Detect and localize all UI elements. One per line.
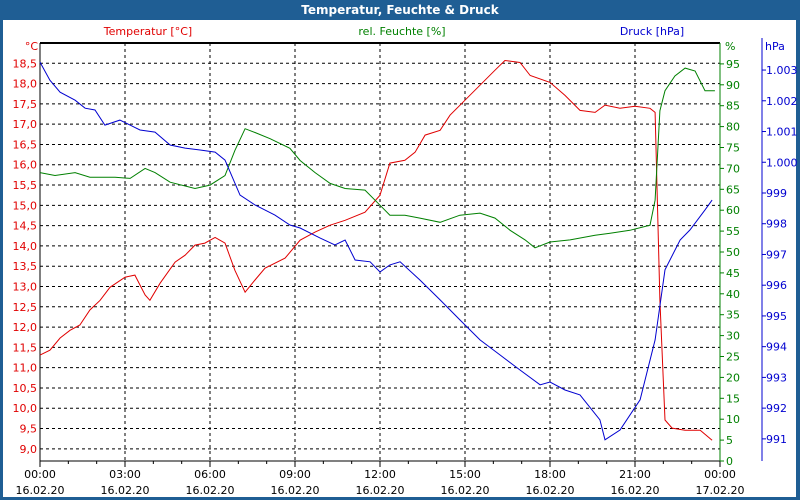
x-tick-time: 09:00 xyxy=(279,468,311,481)
pressure-tick-label: 991 xyxy=(766,433,787,446)
temp-tick-label: 12,5 xyxy=(13,301,38,314)
temp-unit-label: °C xyxy=(25,40,39,53)
x-tick-date: 17.02.20 xyxy=(696,484,745,497)
pressure-tick-label: 994 xyxy=(766,341,787,354)
temp-tick-label: 15,5 xyxy=(13,179,38,192)
pressure-tick-label: 999 xyxy=(766,187,787,200)
window-title: Temperatur, Feuchte & Druck xyxy=(301,3,499,17)
pressure-tick-label: 1.002 xyxy=(766,95,798,108)
x-tick-time: 21:00 xyxy=(619,468,651,481)
humidity-tick-label: 90 xyxy=(726,79,740,92)
humidity-tick-label: 80 xyxy=(726,121,740,134)
temp-tick-label: 10,0 xyxy=(13,402,38,415)
series-line-temp xyxy=(39,59,713,441)
temp-tick-label: 9,0 xyxy=(20,443,38,456)
pressure-tick-label: 1.001 xyxy=(766,126,798,139)
humidity-tick-label: 5 xyxy=(726,434,733,447)
pressure-tick-label: 997 xyxy=(766,248,787,261)
temp-tick-label: 18,0 xyxy=(13,78,38,91)
temp-tick-label: 11,5 xyxy=(13,341,38,354)
x-tick-time: 03:00 xyxy=(109,468,141,481)
humidity-tick-label: 55 xyxy=(726,225,740,238)
x-tick-date: 16.02.20 xyxy=(611,484,660,497)
temp-tick-label: 16,0 xyxy=(13,159,38,172)
temp-tick-label: 13,0 xyxy=(13,280,38,293)
pressure-tick-label: 1.000 xyxy=(766,156,798,169)
x-tick-date: 16.02.20 xyxy=(271,484,320,497)
temp-tick-label: 14,0 xyxy=(13,240,38,253)
humidity-tick-label: 35 xyxy=(726,309,740,322)
pressure-tick-label: 993 xyxy=(766,371,787,384)
humidity-tick-label: 0 xyxy=(726,455,733,468)
x-tick-time: 12:00 xyxy=(364,468,396,481)
x-tick-time: 18:00 xyxy=(534,468,566,481)
x-tick-date: 16.02.20 xyxy=(526,484,575,497)
humidity-tick-label: 30 xyxy=(726,330,740,343)
pressure-tick-label: 1.003 xyxy=(766,64,798,77)
humidity-tick-label: 60 xyxy=(726,204,740,217)
pressure-unit-label: hPa xyxy=(765,40,785,53)
humidity-tick-label: 70 xyxy=(726,162,740,175)
temp-tick-label: 15,0 xyxy=(13,199,38,212)
temp-tick-label: 9,5 xyxy=(20,423,38,436)
temp-tick-label: 11,0 xyxy=(13,362,38,375)
humidity-tick-label: 10 xyxy=(726,413,740,426)
x-tick-date: 16.02.20 xyxy=(356,484,405,497)
temp-tick-label: 16,5 xyxy=(13,138,38,151)
humidity-tick-label: 95 xyxy=(726,58,740,71)
chart-panel xyxy=(3,20,796,497)
humidity-tick-label: 25 xyxy=(726,351,740,364)
x-tick-time: 06:00 xyxy=(194,468,226,481)
x-tick-date: 16.02.20 xyxy=(16,484,65,497)
temp-tick-label: 17,5 xyxy=(13,98,38,111)
pressure-tick-label: 998 xyxy=(766,218,787,231)
x-tick-time: 00:00 xyxy=(704,468,736,481)
series-line-hum xyxy=(39,67,715,249)
temp-axis-title: Temperatur [°C] xyxy=(103,25,192,38)
pressure-tick-label: 992 xyxy=(766,402,787,415)
x-tick-date: 16.02.20 xyxy=(186,484,235,497)
x-tick-time: 00:00 xyxy=(24,468,56,481)
x-tick-date: 16.02.20 xyxy=(101,484,150,497)
x-tick-date: 16.02.20 xyxy=(441,484,490,497)
pressure-tick-label: 996 xyxy=(766,279,787,292)
humidity-tick-label: 65 xyxy=(726,183,740,196)
humidity-tick-label: 75 xyxy=(726,142,740,155)
temp-tick-label: 13,5 xyxy=(13,260,38,273)
humidity-unit-label: % xyxy=(725,40,735,53)
pressure-tick-label: 995 xyxy=(766,310,787,323)
humidity-tick-label: 85 xyxy=(726,100,740,113)
humidity-tick-label: 15 xyxy=(726,392,740,405)
temp-tick-label: 17,0 xyxy=(13,118,38,131)
x-tick-time: 15:00 xyxy=(449,468,481,481)
humidity-axis-title: rel. Feuchte [%] xyxy=(358,25,445,38)
humidity-tick-label: 50 xyxy=(726,246,740,259)
pressure-axis-title: Druck [hPa] xyxy=(620,25,684,38)
humidity-tick-label: 45 xyxy=(726,267,740,280)
temp-tick-label: 18,5 xyxy=(13,57,38,70)
humidity-tick-label: 40 xyxy=(726,288,740,301)
temp-tick-label: 14,5 xyxy=(13,220,38,233)
humidity-tick-label: 20 xyxy=(726,371,740,384)
series-line-press xyxy=(39,61,713,441)
temp-tick-label: 10,5 xyxy=(13,382,38,395)
temp-tick-label: 12,0 xyxy=(13,321,38,334)
